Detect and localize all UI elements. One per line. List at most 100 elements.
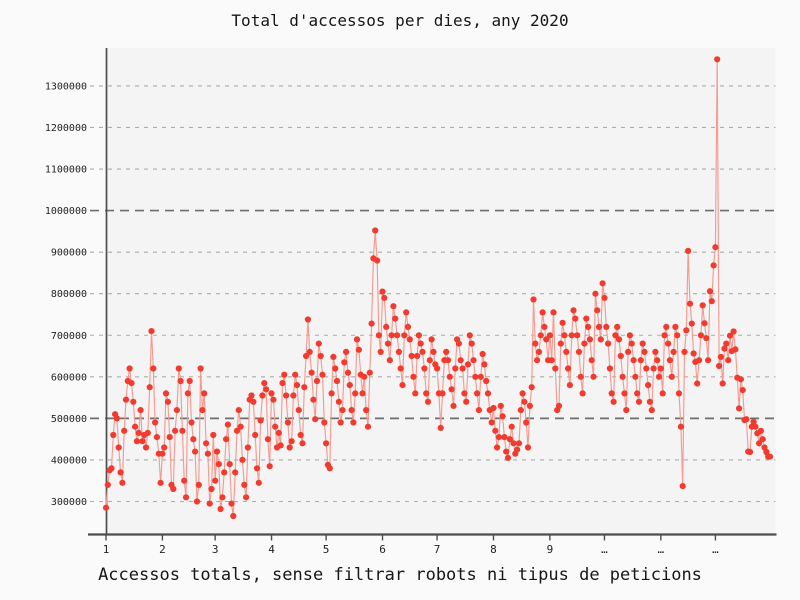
data-point xyxy=(301,384,308,391)
data-point xyxy=(437,424,444,431)
data-point xyxy=(472,373,479,380)
data-point xyxy=(519,390,526,397)
data-point xyxy=(694,380,701,387)
data-point xyxy=(652,348,659,355)
data-point xyxy=(721,345,728,352)
data-point xyxy=(235,407,242,414)
data-point xyxy=(603,323,610,330)
data-point xyxy=(348,407,355,414)
data-point xyxy=(701,320,708,327)
data-point xyxy=(477,373,484,380)
data-point xyxy=(550,309,557,316)
data-point xyxy=(146,384,153,391)
data-point xyxy=(539,309,546,316)
data-point xyxy=(417,340,424,347)
data-point xyxy=(182,494,190,501)
data-point xyxy=(423,390,430,397)
data-point xyxy=(548,357,555,364)
data-point xyxy=(583,315,590,322)
data-point xyxy=(537,332,544,339)
data-point xyxy=(226,461,233,468)
data-point xyxy=(130,398,137,405)
data-point xyxy=(475,407,482,414)
data-point xyxy=(641,348,648,355)
data-point xyxy=(654,357,661,364)
data-point xyxy=(492,427,499,434)
data-point xyxy=(643,365,650,372)
data-point xyxy=(126,365,133,372)
data-point xyxy=(568,332,575,339)
data-point xyxy=(219,494,226,501)
data-point xyxy=(415,332,422,339)
data-point xyxy=(746,448,754,456)
data-point xyxy=(452,365,459,372)
data-point xyxy=(719,380,726,387)
data-point xyxy=(666,357,674,364)
data-point xyxy=(565,365,572,372)
data-point xyxy=(514,446,521,453)
data-point xyxy=(526,402,534,409)
data-point xyxy=(606,365,614,372)
data-point xyxy=(626,332,634,339)
data-point xyxy=(523,419,530,426)
data-point xyxy=(610,398,617,405)
data-point xyxy=(543,336,550,343)
data-point xyxy=(204,450,211,457)
data-point xyxy=(313,377,321,385)
data-point xyxy=(144,429,151,436)
data-point xyxy=(319,371,326,378)
data-point xyxy=(162,390,170,397)
data-point xyxy=(268,390,275,397)
data-point xyxy=(188,419,195,426)
data-point xyxy=(521,398,528,405)
y-tick-label: 800000 xyxy=(51,289,87,300)
data-point xyxy=(364,423,372,430)
data-point xyxy=(353,336,361,343)
data-point xyxy=(192,448,199,455)
data-point xyxy=(503,448,510,455)
data-point xyxy=(223,436,230,443)
x-tick-label: … xyxy=(712,543,719,556)
data-point xyxy=(344,369,352,376)
data-point xyxy=(490,404,497,412)
data-point xyxy=(615,336,623,343)
data-point xyxy=(232,469,239,476)
data-point xyxy=(239,456,246,463)
data-point xyxy=(646,398,654,405)
data-point xyxy=(392,315,399,322)
y-tick-label: 400000 xyxy=(51,455,87,466)
data-point xyxy=(110,431,117,439)
x-tick-label: 8 xyxy=(490,543,497,556)
data-point xyxy=(290,392,297,399)
data-point xyxy=(221,469,228,476)
data-point xyxy=(599,280,606,287)
data-point xyxy=(541,323,548,330)
y-tick-label: 1000000 xyxy=(45,206,87,217)
x-tick-labels: 1 2 3 4 5 6 7 8 9……… xyxy=(103,543,719,556)
data-point xyxy=(559,319,566,326)
data-point xyxy=(737,376,745,383)
data-point xyxy=(330,353,337,360)
data-point xyxy=(484,390,492,397)
data-point xyxy=(266,463,273,470)
data-point xyxy=(639,340,646,347)
data-point xyxy=(384,340,392,347)
data-point xyxy=(608,390,615,397)
data-point xyxy=(756,440,763,447)
data-point xyxy=(434,365,441,372)
data-point xyxy=(295,407,302,414)
data-point xyxy=(685,247,692,254)
data-point xyxy=(601,294,608,301)
data-point xyxy=(572,315,579,322)
data-point xyxy=(306,348,313,355)
data-point xyxy=(341,359,348,366)
data-point xyxy=(317,352,324,360)
data-point xyxy=(203,440,210,447)
data-point xyxy=(679,483,686,490)
data-point xyxy=(655,373,663,380)
x-axis-caption: Accessos totals, sense filtrar robots ni… xyxy=(98,565,702,585)
y-tick-label: 300000 xyxy=(51,497,87,508)
data-point xyxy=(161,444,168,451)
data-point xyxy=(421,365,428,372)
data-point xyxy=(463,398,470,405)
